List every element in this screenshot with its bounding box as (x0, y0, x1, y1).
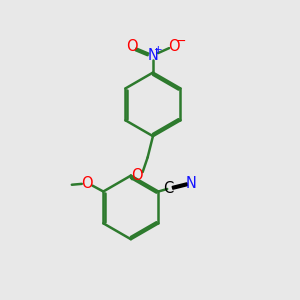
Text: N: N (185, 176, 196, 190)
Text: O: O (168, 39, 180, 54)
Text: −: − (176, 35, 186, 48)
Text: O: O (131, 168, 143, 183)
Text: N: N (148, 48, 158, 63)
Text: O: O (81, 176, 93, 191)
Text: +: + (154, 45, 163, 55)
Text: C: C (164, 181, 174, 196)
Text: O: O (126, 39, 138, 54)
